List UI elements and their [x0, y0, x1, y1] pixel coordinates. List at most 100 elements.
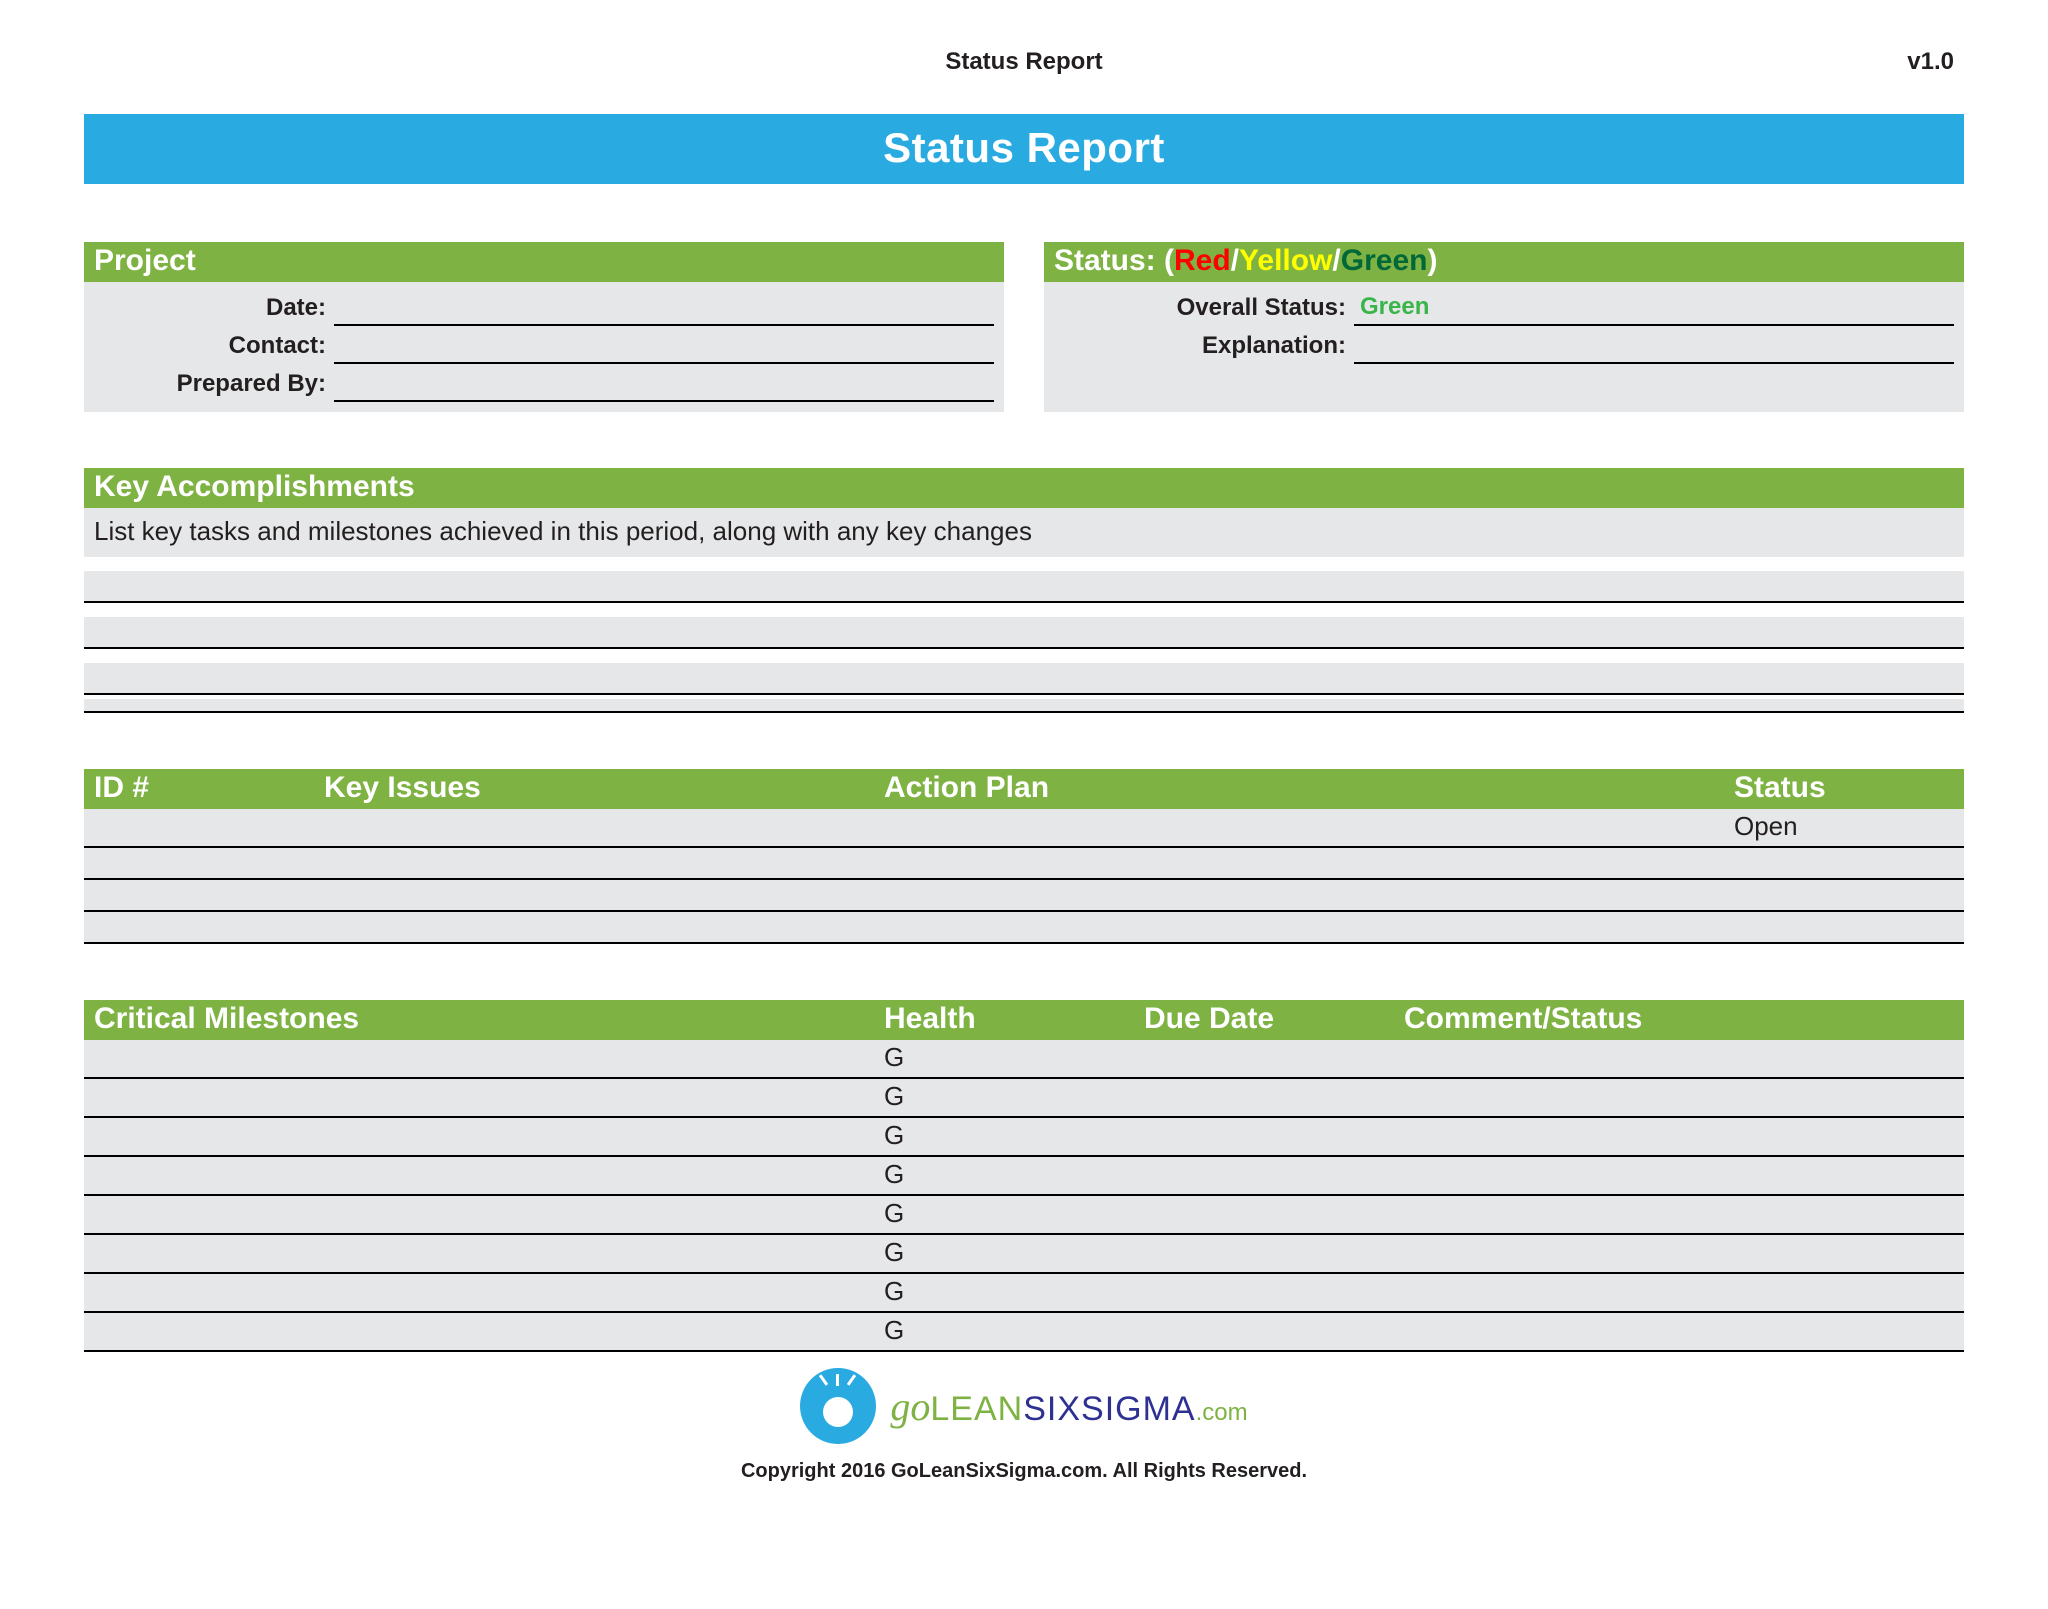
issue-cell-action[interactable] — [884, 914, 1734, 938]
milestone-cell-comment[interactable] — [1404, 1276, 1954, 1307]
milestone-cell-due[interactable] — [1144, 1042, 1404, 1073]
milestone-cell-name[interactable] — [94, 1042, 884, 1073]
status-report-page: Status Report v1.0 Status Report Project… — [84, 0, 1964, 1483]
issue-cell-status[interactable] — [1734, 850, 1954, 874]
explanation-value-2[interactable] — [1354, 368, 1954, 402]
issue-row[interactable] — [84, 912, 1964, 944]
issue-cell-action[interactable] — [884, 811, 1734, 842]
milestone-cell-name[interactable] — [94, 1198, 884, 1229]
doc-header: Status Report v1.0 — [84, 48, 1964, 114]
issue-row[interactable] — [84, 848, 1964, 880]
status-green: Green — [1341, 244, 1428, 277]
accomplishments-heading: Key Accomplishments — [84, 468, 1964, 508]
issue-cell-id[interactable] — [94, 882, 324, 906]
accomplishment-line[interactable] — [84, 617, 1964, 649]
copyright: Copyright 2016 GoLeanSixSigma.com. All R… — [84, 1444, 1964, 1483]
status-sep1: / — [1231, 244, 1239, 277]
milestone-cell-health[interactable]: G — [884, 1042, 1144, 1073]
milestone-cell-due[interactable] — [1144, 1081, 1404, 1112]
status-fields: Overall Status: Green Explanation: — [1044, 282, 1964, 412]
issues-col-status: Status — [1734, 771, 1954, 805]
milestone-cell-comment[interactable] — [1404, 1042, 1954, 1073]
field-explanation-2 — [1044, 364, 1964, 402]
issue-cell-issue[interactable] — [324, 811, 884, 842]
date-value[interactable] — [334, 292, 994, 326]
milestone-cell-name[interactable] — [94, 1237, 884, 1268]
title-bar: Status Report — [84, 114, 1964, 184]
prepared-by-value[interactable] — [334, 368, 994, 402]
issue-row[interactable] — [84, 880, 1964, 912]
issue-cell-issue[interactable] — [324, 850, 884, 874]
status-suffix: ) — [1427, 244, 1437, 277]
milestones-header: Critical Milestones Health Due Date Comm… — [84, 1000, 1964, 1040]
issues-col-issue: Key Issues — [324, 771, 884, 805]
project-column: Project Date: Contact: Prepared By: — [84, 242, 1044, 412]
issue-cell-id[interactable] — [94, 914, 324, 938]
milestone-cell-name[interactable] — [94, 1120, 884, 1151]
issue-cell-id[interactable] — [94, 811, 324, 842]
status-sep2: / — [1332, 244, 1340, 277]
issue-cell-action[interactable] — [884, 882, 1734, 906]
status-yellow: Yellow — [1239, 244, 1332, 277]
accomplishment-line[interactable] — [84, 663, 1964, 695]
milestone-row[interactable]: G — [84, 1079, 1964, 1118]
milestone-row[interactable]: G — [84, 1313, 1964, 1352]
accomplishment-line[interactable] — [84, 571, 1964, 603]
explanation-value[interactable] — [1354, 330, 1954, 364]
milestone-cell-comment[interactable] — [1404, 1120, 1954, 1151]
contact-value[interactable] — [334, 330, 994, 364]
milestone-cell-comment[interactable] — [1404, 1081, 1954, 1112]
milestone-cell-due[interactable] — [1144, 1276, 1404, 1307]
issue-cell-action[interactable] — [884, 850, 1734, 874]
milestone-cell-due[interactable] — [1144, 1315, 1404, 1346]
milestone-cell-health[interactable]: G — [884, 1081, 1144, 1112]
issue-cell-status[interactable]: Open — [1734, 811, 1954, 842]
status-column: Status: (Red/Yellow/Green) Overall Statu… — [1044, 242, 1964, 412]
logo-text: goLEANSIXSIGMA.com — [890, 1383, 1247, 1430]
logo-com: .com — [1196, 1399, 1248, 1426]
doc-header-version: v1.0 — [1334, 48, 1954, 76]
milestone-row[interactable]: G — [84, 1235, 1964, 1274]
field-date: Date: — [84, 288, 1004, 326]
issue-cell-issue[interactable] — [324, 882, 884, 906]
issues-header: ID # Key Issues Action Plan Status — [84, 769, 1964, 809]
milestone-cell-comment[interactable] — [1404, 1315, 1954, 1346]
milestone-cell-comment[interactable] — [1404, 1237, 1954, 1268]
milestone-cell-health[interactable]: G — [884, 1120, 1144, 1151]
overall-status-label: Overall Status: — [1054, 290, 1354, 326]
milestone-cell-name[interactable] — [94, 1276, 884, 1307]
milestone-cell-due[interactable] — [1144, 1120, 1404, 1151]
milestone-row[interactable]: G — [84, 1118, 1964, 1157]
milestone-cell-health[interactable]: G — [884, 1159, 1144, 1190]
milestone-cell-health[interactable]: G — [884, 1237, 1144, 1268]
milestone-row[interactable]: G — [84, 1274, 1964, 1313]
milestones-col-comment: Comment/Status — [1404, 1002, 1954, 1036]
milestone-cell-due[interactable] — [1144, 1159, 1404, 1190]
issue-cell-status[interactable] — [1734, 914, 1954, 938]
status-prefix: Status: ( — [1054, 244, 1174, 277]
footer: goLEANSIXSIGMA.com Copyright 2016 GoLean… — [84, 1352, 1964, 1483]
milestone-cell-comment[interactable] — [1404, 1198, 1954, 1229]
milestone-cell-health[interactable]: G — [884, 1315, 1144, 1346]
milestone-row[interactable]: G — [84, 1196, 1964, 1235]
milestone-cell-health[interactable]: G — [884, 1276, 1144, 1307]
milestone-row[interactable]: G — [84, 1157, 1964, 1196]
accomplishment-line[interactable] — [84, 699, 1964, 713]
issue-row[interactable]: Open — [84, 809, 1964, 848]
milestone-cell-due[interactable] — [1144, 1237, 1404, 1268]
milestone-cell-name[interactable] — [94, 1315, 884, 1346]
issue-cell-id[interactable] — [94, 850, 324, 874]
milestone-cell-comment[interactable] — [1404, 1159, 1954, 1190]
milestone-cell-name[interactable] — [94, 1081, 884, 1112]
issue-cell-status[interactable] — [1734, 882, 1954, 906]
milestone-cell-health[interactable]: G — [884, 1198, 1144, 1229]
issues-body: Open — [84, 809, 1964, 944]
milestone-cell-name[interactable] — [94, 1159, 884, 1190]
milestone-cell-due[interactable] — [1144, 1198, 1404, 1229]
field-contact: Contact: — [84, 326, 1004, 364]
issue-cell-issue[interactable] — [324, 914, 884, 938]
logo-lean: LEAN — [930, 1390, 1023, 1428]
overall-status-value[interactable]: Green — [1354, 292, 1954, 326]
milestone-row[interactable]: G — [84, 1040, 1964, 1079]
field-overall-status: Overall Status: Green — [1044, 288, 1964, 326]
